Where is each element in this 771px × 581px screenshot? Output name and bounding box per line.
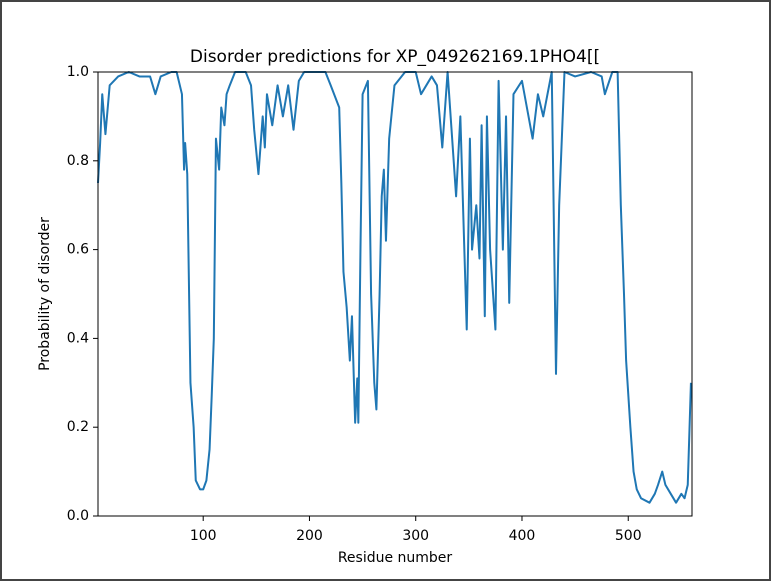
y-tick-label: 0.0 [67, 508, 89, 524]
chart-title: Disorder predictions for XP_049262169.1P… [190, 47, 600, 67]
y-axis-label: Probability of disorder [37, 217, 53, 371]
x-tick-label: 200 [296, 528, 323, 544]
x-axis-label: Residue number [338, 550, 453, 566]
x-tick-label: 500 [615, 528, 642, 544]
y-tick-label: 0.4 [67, 330, 89, 346]
x-tick-label: 400 [509, 528, 536, 544]
data-line [97, 71, 692, 504]
plot-frame [97, 71, 693, 517]
y-tick-label: 0.8 [67, 153, 89, 169]
y-tick-label: 0.6 [67, 242, 89, 258]
x-tick-label: 100 [190, 528, 217, 544]
y-tick-label: 1.0 [67, 64, 89, 80]
y-tick-label: 0.2 [67, 419, 89, 435]
x-tick-label: 300 [402, 528, 429, 544]
